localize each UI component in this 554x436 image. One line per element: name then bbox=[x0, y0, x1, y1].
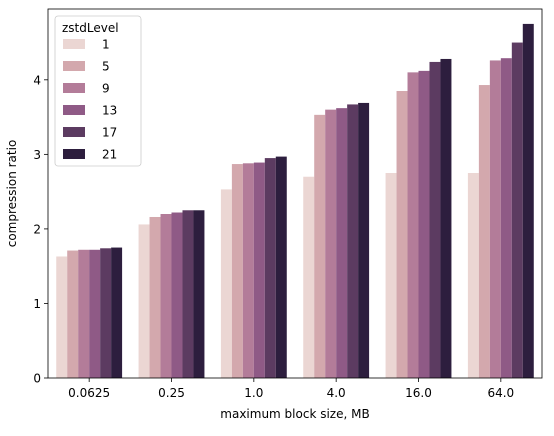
bar-64.0-level-1 bbox=[467, 173, 479, 378]
bar-4.0-level-17 bbox=[347, 104, 359, 379]
legend-swatch-17 bbox=[63, 127, 85, 137]
bar-64.0-level-17 bbox=[511, 42, 523, 379]
bar-64.0-level-5 bbox=[478, 85, 490, 378]
bar-0.0625-level-1 bbox=[56, 256, 68, 378]
x-axis-label: maximum block size, MB bbox=[220, 407, 369, 421]
bar-0.0625-level-5 bbox=[67, 250, 79, 378]
bar-64.0-level-9 bbox=[489, 60, 501, 378]
bar-1.0-level-5 bbox=[231, 164, 243, 378]
bar-4.0-level-9 bbox=[325, 109, 337, 378]
legend-swatch-9 bbox=[63, 83, 85, 93]
plot-frame bbox=[47, 8, 543, 379]
bar-0.25-level-1 bbox=[138, 224, 150, 378]
legend-swatch-21 bbox=[63, 149, 85, 159]
bar-4.0-level-13 bbox=[336, 108, 348, 379]
bar-1.0-level-13 bbox=[253, 162, 265, 378]
y-tick-label: 1 bbox=[33, 297, 41, 311]
bar-16.0-level-13 bbox=[418, 70, 430, 379]
legend-title: zstdLevel bbox=[62, 21, 119, 35]
bars-group bbox=[56, 23, 534, 379]
y-tick-label: 0 bbox=[33, 372, 41, 386]
bar-4.0-level-21 bbox=[358, 102, 370, 379]
bar-64.0-level-21 bbox=[522, 23, 534, 378]
x-tick-label: 0.0625 bbox=[68, 386, 110, 400]
y-axis: 0 1 2 3 4 bbox=[33, 73, 48, 386]
bar-64.0-level-13 bbox=[500, 58, 512, 378]
x-tick-label: 16.0 bbox=[405, 386, 432, 400]
bar-0.0625-level-9 bbox=[78, 249, 90, 378]
bar-16.0-level-21 bbox=[440, 58, 452, 378]
legend-label-1: 1 bbox=[102, 38, 110, 52]
bar-0.25-level-13 bbox=[171, 212, 183, 378]
bar-4.0-level-1 bbox=[303, 176, 315, 378]
x-tick-label: 64.0 bbox=[487, 386, 514, 400]
bar-0.0625-level-17 bbox=[100, 248, 112, 378]
y-axis-label: compression ratio bbox=[5, 140, 19, 248]
legend-swatch-13 bbox=[63, 105, 85, 115]
bar-0.25-level-17 bbox=[182, 210, 194, 378]
legend: zstdLevel 1 5 9 13 17 21 bbox=[54, 15, 142, 167]
bar-0.25-level-5 bbox=[149, 216, 161, 378]
x-tick-label: 1.0 bbox=[244, 386, 263, 400]
y-tick-label: 3 bbox=[33, 148, 41, 162]
bar-0.0625-level-21 bbox=[111, 247, 123, 378]
bar-0.25-level-9 bbox=[160, 214, 172, 378]
bar-16.0-level-17 bbox=[429, 61, 441, 379]
legend-label-17: 17 bbox=[102, 126, 117, 140]
x-axis: 0.0625 0.25 1.0 4.0 16.0 64.0 bbox=[68, 378, 514, 400]
bar-1.0-level-17 bbox=[264, 158, 276, 378]
x-tick-label: 0.25 bbox=[158, 386, 185, 400]
y-tick-label: 2 bbox=[33, 222, 41, 236]
legend-swatch-5 bbox=[63, 61, 85, 71]
y-tick-label: 4 bbox=[33, 73, 41, 87]
bar-1.0-level-9 bbox=[242, 163, 254, 378]
legend-swatch-1 bbox=[63, 39, 85, 49]
legend-label-9: 9 bbox=[102, 82, 110, 96]
bar-16.0-level-1 bbox=[385, 173, 397, 378]
legend-label-5: 5 bbox=[102, 60, 110, 74]
bar-4.0-level-5 bbox=[314, 114, 326, 378]
legend-label-13: 13 bbox=[102, 104, 117, 118]
x-tick-label: 4.0 bbox=[327, 386, 346, 400]
bar-0.25-level-21 bbox=[193, 210, 205, 378]
bar-1.0-level-21 bbox=[275, 156, 287, 378]
bar-1.0-level-1 bbox=[220, 189, 232, 378]
legend-label-21: 21 bbox=[102, 148, 117, 162]
bar-16.0-level-9 bbox=[407, 72, 419, 379]
bar-0.0625-level-13 bbox=[89, 249, 101, 378]
bar-16.0-level-5 bbox=[396, 91, 408, 378]
